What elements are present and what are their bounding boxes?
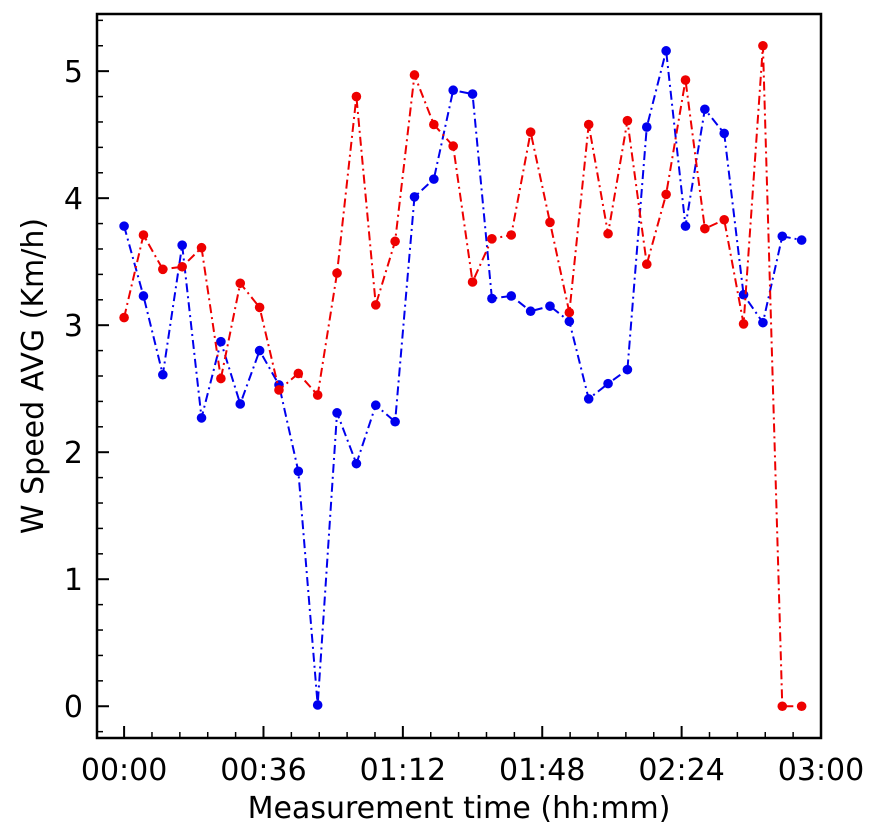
x-tick-label: 03:00: [778, 753, 864, 788]
data-point: [409, 70, 420, 80]
data-point: [119, 221, 129, 231]
data-point: [254, 345, 265, 356]
series-line: [123, 45, 802, 708]
x-axis-title: Measurement time (hh:mm): [248, 791, 671, 826]
plot-frame: [95, 12, 823, 740]
data-point: [758, 40, 768, 51]
data-point: [700, 104, 710, 115]
data-point: [661, 46, 671, 56]
data-point: [506, 230, 517, 240]
data-point: [370, 400, 381, 411]
data-point: [467, 89, 478, 99]
x-tick-label: 02:24: [638, 753, 724, 788]
data-point: [235, 278, 246, 289]
data-point: [525, 127, 536, 137]
data-point: [467, 277, 478, 287]
y-tick-label: 1: [64, 563, 83, 598]
series-0: [119, 46, 807, 710]
x-tick-label: 01:12: [360, 753, 446, 788]
y-tick-label: 4: [64, 182, 83, 217]
data-point: [564, 316, 575, 327]
data-point: [583, 119, 594, 130]
data-point: [680, 75, 691, 85]
data-point: [351, 91, 362, 102]
data-point: [583, 394, 594, 404]
data-point: [177, 240, 187, 250]
data-point: [429, 174, 439, 184]
data-point: [700, 223, 710, 234]
data-point: [738, 289, 749, 300]
data-point: [603, 228, 613, 239]
data-point: [409, 192, 420, 202]
data-point: [196, 242, 207, 253]
data-point: [487, 293, 497, 304]
series-1: [119, 40, 807, 712]
data-point: [196, 413, 207, 423]
data-point: [429, 119, 439, 130]
data-point: [332, 268, 342, 278]
data-point: [448, 85, 458, 96]
data-point: [235, 399, 246, 409]
data-point: [641, 259, 652, 270]
data-point: [138, 230, 149, 240]
data-point: [390, 236, 400, 247]
data-point: [119, 312, 129, 323]
data-point: [293, 466, 304, 477]
data-point: [274, 385, 284, 395]
data-point: [332, 408, 342, 418]
data-point: [796, 235, 807, 245]
y-tick-label: 5: [64, 55, 83, 90]
y-tick-label: 2: [64, 436, 83, 471]
data-point: [719, 214, 730, 225]
data-point: [777, 701, 788, 712]
data-point: [177, 261, 187, 272]
data-point: [138, 291, 149, 301]
data-point: [525, 306, 536, 317]
y-axis-title: W Speed AVG (Km/h): [16, 218, 51, 534]
data-point: [622, 115, 633, 126]
data-point: [680, 221, 691, 231]
data-point: [777, 231, 788, 242]
data-point: [622, 364, 633, 375]
data-point: [758, 317, 768, 328]
data-point: [216, 336, 226, 347]
y-tick-label: 3: [64, 309, 83, 344]
data-point: [254, 302, 265, 313]
series-line: [123, 50, 802, 706]
x-tick-label: 00:00: [81, 753, 167, 788]
data-point: [506, 291, 517, 301]
data-point: [158, 369, 168, 380]
data-point: [487, 234, 497, 244]
data-point: [216, 373, 226, 384]
data-point: [158, 264, 168, 275]
data-point: [448, 141, 458, 151]
axes-layer: 0 1 2 3 4 5 00:00 00:36 01:12 01:48 02:24 03:00: [64, 19, 864, 788]
x-tick-label: 01:48: [499, 753, 585, 788]
series-layer: [119, 40, 807, 712]
y-tick-label: 0: [64, 690, 83, 725]
data-point: [564, 307, 575, 318]
data-point: [351, 458, 362, 469]
data-point: [796, 701, 807, 712]
data-point: [312, 700, 323, 710]
data-point: [603, 378, 613, 389]
data-point: [738, 319, 749, 329]
data-point: [661, 189, 671, 200]
data-point: [641, 122, 652, 132]
data-point: [370, 300, 381, 310]
data-point: [719, 128, 730, 139]
data-point: [293, 368, 304, 379]
data-point: [545, 217, 555, 228]
x-tick-label: 00:36: [220, 753, 306, 788]
data-point: [390, 416, 400, 427]
data-point: [312, 390, 323, 400]
data-point: [545, 301, 555, 311]
